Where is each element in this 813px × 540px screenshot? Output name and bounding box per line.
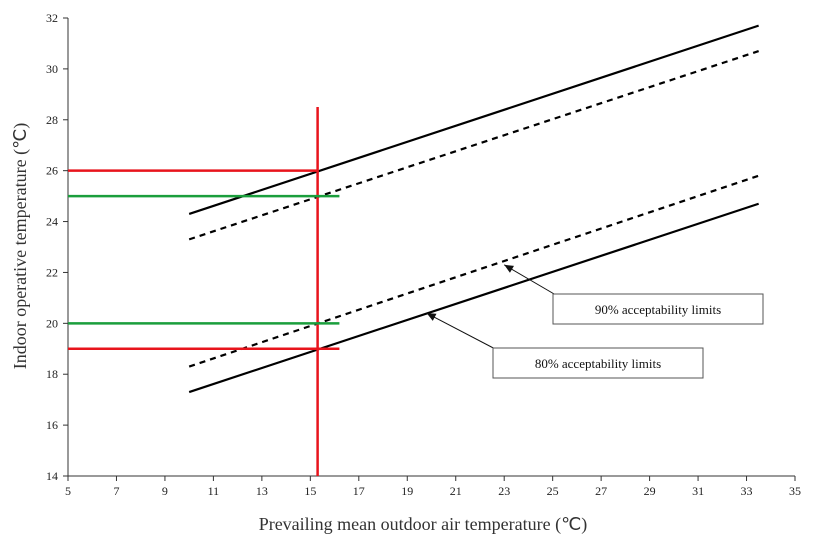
y-tick-labels: 14 16 18 20 22 24 26 28 30 32	[46, 11, 58, 483]
y-tick-label: 22	[46, 265, 58, 279]
callout-label: 90% acceptability limits	[595, 302, 721, 317]
series-line-upper90	[188, 50, 759, 241]
reference-lines	[68, 107, 340, 476]
y-axis-title: Indoor operative temperature (℃)	[10, 123, 31, 370]
x-tick-label: 11	[208, 484, 220, 498]
callout-box	[552, 293, 764, 325]
series-lines	[188, 24, 759, 394]
series-line-lower90	[188, 174, 759, 368]
annotations: 90% acceptability limits 80% acceptabilit…	[426, 264, 764, 379]
y-tick-label: 30	[46, 62, 58, 76]
y-tick-label: 20	[46, 316, 58, 330]
x-tick-label: 5	[65, 484, 71, 498]
x-tick-label: 13	[256, 484, 268, 498]
y-tick-label: 32	[46, 11, 58, 25]
x-tick-label: 33	[741, 484, 753, 498]
x-tick-labels: 5 7 9 11 13 15 17 19 21 23 25 27 29 31 33 35	[65, 484, 801, 498]
x-tick-label: 29	[644, 484, 656, 498]
y-tick-label: 28	[46, 113, 58, 127]
callout-arrowhead	[504, 264, 514, 273]
y-tick-label: 18	[46, 367, 58, 381]
callout-90: 90% acceptability limits	[503, 264, 764, 325]
y-tick-label: 26	[46, 164, 58, 178]
callout-arrowhead	[426, 313, 437, 321]
y-tick-label: 16	[46, 418, 58, 432]
x-tick-label: 35	[789, 484, 801, 498]
axes	[63, 17, 796, 481]
x-axis-title: Prevailing mean outdoor air temperature …	[259, 514, 588, 535]
x-tick-label: 27	[595, 484, 607, 498]
callout-leader-line	[503, 264, 562, 299]
y-tick-label: 14	[46, 469, 58, 483]
x-tick-label: 31	[692, 484, 704, 498]
x-tick-label: 19	[401, 484, 413, 498]
callout-80: 80% acceptability limits	[426, 312, 704, 379]
x-tick-label: 23	[498, 484, 510, 498]
x-tick-label: 7	[113, 484, 119, 498]
x-tick-label: 15	[304, 484, 316, 498]
series-line-upper80	[188, 24, 759, 215]
callout-leader-line	[426, 312, 502, 353]
x-tick-label: 9	[162, 484, 168, 498]
callout-box	[492, 347, 704, 379]
x-tick-label: 25	[547, 484, 559, 498]
x-tick-label: 21	[450, 484, 462, 498]
series-line-lower80	[188, 202, 759, 394]
callout-label: 80% acceptability limits	[535, 356, 661, 371]
x-tick-label: 17	[353, 484, 365, 498]
y-tick-label: 24	[46, 215, 58, 229]
